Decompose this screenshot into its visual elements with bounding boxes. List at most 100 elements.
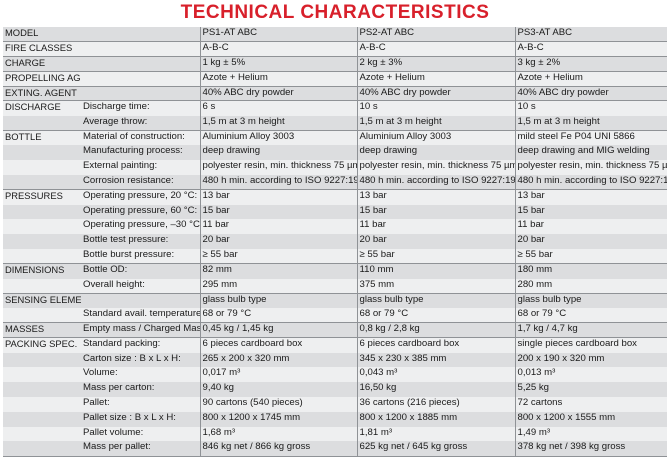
value-ps2: ≥ 55 bar bbox=[356, 248, 515, 265]
value-ps2: 625 kg net / 645 kg gross bbox=[356, 441, 515, 457]
value-ps2: 10 s bbox=[356, 100, 515, 116]
row-parameter: Pallet volume: bbox=[83, 426, 144, 438]
value-ps2: 2 kg ± 3% bbox=[356, 56, 515, 72]
row-parameter: Operating pressure, –30 °C: bbox=[83, 219, 200, 231]
table-row: PACKING SPEC. Standard packing: 6 pieces c… bbox=[3, 337, 667, 353]
value-ps2: 20 bar bbox=[356, 234, 515, 249]
table-row: Bottle test pressure: 20 bar 20 bar 20 bar bbox=[3, 234, 667, 249]
row-category: PRESSURES bbox=[5, 190, 63, 202]
value-ps3: 15 bar bbox=[514, 204, 667, 220]
value-ps2: 0,043 m³ bbox=[356, 367, 515, 383]
value-ps1: 800 x 1200 x 1745 mm bbox=[199, 411, 357, 427]
value-ps1: 0,45 kg / 1,45 kg bbox=[199, 322, 357, 339]
value-ps1: PS1-AT ABC bbox=[199, 27, 357, 43]
row-parameter: Discharge time: bbox=[83, 101, 150, 113]
value-ps2: 1,81 m³ bbox=[356, 426, 515, 442]
table-row: Pallet size : B x L x H: 800 x 1200 x 174… bbox=[3, 411, 667, 427]
value-ps3: 1,49 m³ bbox=[514, 426, 667, 442]
row-category: DISCHARGE bbox=[5, 101, 61, 113]
table-row: Manufacturing process: deep drawing deep d… bbox=[3, 145, 667, 161]
value-ps1: 0,017 m³ bbox=[199, 367, 357, 383]
value-ps1: Aluminium Alloy 3003 bbox=[199, 130, 357, 146]
row-parameter: Corrosion resistance: bbox=[81, 174, 200, 191]
value-ps2: 13 bar bbox=[356, 189, 515, 205]
row-parameter: Operating pressure, 20 °C: bbox=[83, 190, 198, 202]
row-parameter: Mass per pallet: bbox=[81, 441, 200, 457]
row-category: EXTING. AGENT bbox=[3, 86, 81, 102]
value-ps3: 280 mm bbox=[514, 278, 667, 294]
value-ps3: glass bulb type bbox=[514, 293, 667, 309]
value-ps1: polyester resin, min. thickness 75 µm bbox=[199, 160, 357, 175]
table-row: MASSES Empty mass / Charged Mass: 0,45 kg … bbox=[3, 322, 667, 339]
row-parameter bbox=[81, 27, 200, 43]
row-parameter: External painting: bbox=[83, 160, 158, 172]
value-ps1: 40% ABC dry powder bbox=[199, 86, 357, 102]
table-row: Corrosion resistance: 480 h min. accordin… bbox=[3, 174, 667, 191]
value-ps3: 0,013 m³ bbox=[514, 367, 667, 383]
value-ps3: 68 or 79 °C bbox=[514, 308, 667, 324]
value-ps2: 40% ABC dry powder bbox=[356, 86, 515, 102]
value-ps3: 378 kg net / 398 kg gross bbox=[514, 441, 667, 457]
row-parameter: Volume: bbox=[83, 367, 118, 379]
row-category: DIMENSIONS bbox=[5, 264, 65, 276]
table-row: BOTTLE Material of construction: Aluminium… bbox=[3, 130, 667, 146]
row-parameter: Standard packing: bbox=[83, 338, 161, 350]
row-category: MASSES bbox=[3, 322, 81, 339]
value-ps2: 68 or 79 °C bbox=[356, 308, 515, 324]
value-ps1: A-B-C bbox=[199, 41, 357, 58]
table-row: Mass per pallet: 846 kg net / 866 kg gros… bbox=[3, 441, 667, 457]
value-ps2: 0,8 kg / 2,8 kg bbox=[356, 322, 515, 339]
row-category bbox=[3, 308, 81, 324]
value-ps1: ≥ 55 bar bbox=[199, 248, 357, 265]
value-ps1: 480 h min. according to ISO 9227:1990 bbox=[199, 174, 357, 191]
value-ps1: 1,68 m³ bbox=[199, 426, 357, 442]
value-ps2: 11 bar bbox=[356, 219, 515, 235]
row-category bbox=[3, 382, 81, 397]
row-category bbox=[3, 219, 81, 234]
row-parameter: Bottle OD: bbox=[83, 264, 128, 276]
value-ps2: Aluminium Alloy 3003 bbox=[356, 130, 515, 146]
value-ps3: 200 x 190 x 320 mm bbox=[514, 352, 667, 368]
value-ps2: A-B-C bbox=[356, 41, 515, 58]
row-parameter: Empty mass / Charged Mass: bbox=[81, 322, 200, 339]
value-ps2: deep drawing bbox=[356, 145, 515, 161]
value-ps3: single pieces cardboard box bbox=[514, 337, 667, 353]
value-ps3: 20 bar bbox=[514, 234, 667, 249]
table-row: Operating pressure, –30 °C: 11 bar 11 bar 1… bbox=[3, 219, 667, 235]
row-parameter: Material of construction: bbox=[83, 131, 185, 143]
table-row: Volume: 0,017 m³ 0,043 m³ 0,013 m³ bbox=[3, 367, 667, 383]
table-row: Carton size : B x L x H: 265 x 200 x 320 … bbox=[3, 352, 667, 368]
value-ps2: glass bulb type bbox=[356, 293, 515, 309]
row-category bbox=[3, 367, 81, 382]
value-ps3: polyester resin, min. thickness 75 µm bbox=[514, 160, 667, 175]
row-parameter: Carton size : B x L x H: bbox=[83, 352, 181, 364]
value-ps3: 40% ABC dry powder bbox=[514, 86, 667, 102]
value-ps3: mild steel Fe P04 UNI 5866 bbox=[514, 130, 667, 146]
row-category bbox=[3, 205, 81, 220]
row-parameter: Bottle burst pressure: bbox=[81, 248, 200, 265]
row-category bbox=[3, 115, 81, 132]
row-parameter: Operating pressure, 60 °C: bbox=[83, 204, 198, 216]
table-row: MODEL PS1-AT ABC PS2-AT ABC PS3-AT ABC bbox=[3, 27, 667, 43]
row-category: PROPELLING AGENT bbox=[3, 71, 81, 87]
value-ps3: 13 bar bbox=[514, 189, 667, 205]
value-ps1: 9,40 kg bbox=[199, 382, 357, 397]
row-parameter: Overall height: bbox=[81, 278, 200, 294]
value-ps2: 36 cartons (216 pieces) bbox=[356, 396, 515, 412]
value-ps1: 11 bar bbox=[199, 219, 357, 235]
value-ps3: 72 cartons bbox=[514, 396, 667, 412]
row-category bbox=[3, 160, 81, 175]
value-ps2: 1,5 m at 3 m height bbox=[356, 115, 515, 132]
value-ps1: 20 bar bbox=[199, 234, 357, 249]
row-category bbox=[3, 174, 81, 191]
table-row: Mass per carton: 9,40 kg 16,50 kg 5,25 kg bbox=[3, 382, 667, 397]
value-ps1: 82 mm bbox=[199, 263, 357, 279]
value-ps3: 1,5 m at 3 m height bbox=[514, 115, 667, 132]
value-ps3: PS3-AT ABC bbox=[514, 27, 667, 43]
row-category: FIRE CLASSES bbox=[3, 41, 81, 58]
value-ps1: 265 x 200 x 320 mm bbox=[199, 352, 357, 368]
value-ps1: 15 bar bbox=[199, 204, 357, 220]
value-ps1: Azote + Helium bbox=[199, 71, 357, 87]
row-category bbox=[3, 412, 81, 427]
